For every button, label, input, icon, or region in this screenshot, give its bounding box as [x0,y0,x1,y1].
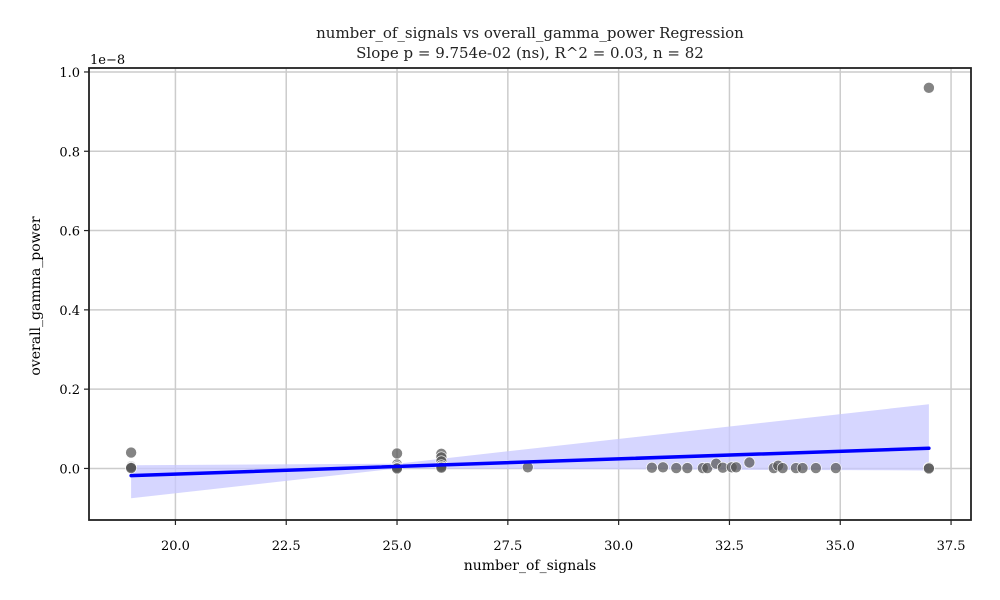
data-point [923,462,935,475]
data-point [391,447,403,460]
x-tick-label: 27.5 [493,539,522,554]
ticks: 20.0 22.5 25.0 27.5 30.0 32.5 35.0 37.5 0.0 0.2 0.… [59,66,965,554]
data-point [923,82,935,94]
x-axis-label: number_of_signals [464,558,597,574]
x-tick-label: 37.5 [937,539,966,554]
data-point [657,461,669,474]
points-layer [125,82,935,475]
confidence-band-layer [131,404,929,499]
y-offset-label: 1e−8 [90,53,125,68]
y-tick-label: 0.6 [59,225,80,240]
axes-frame [88,67,972,521]
x-tick-label: 20.0 [161,539,190,554]
data-point [830,462,842,474]
data-point [670,462,683,474]
regression-line-layer [129,446,931,478]
y-tick-label: 0.2 [59,383,80,398]
data-point [646,461,658,474]
y-tick-label: 0.0 [59,462,80,477]
data-point [743,456,756,469]
data-point [776,462,789,474]
confidence-band [131,404,929,499]
data-point [125,462,137,474]
data-point [796,462,809,474]
x-tick-label: 30.0 [604,539,633,554]
data-point [125,446,137,459]
data-point [730,461,742,474]
regression-line [129,446,931,478]
data-point [681,462,694,474]
y-axis-label: overall_gamma_power [28,216,44,375]
x-tick-label: 22.5 [272,539,301,554]
chart-title: number_of_signals vs overall_gamma_power… [316,24,744,42]
x-tick-label: 32.5 [715,539,744,554]
y-tick-label: 0.4 [59,304,80,319]
x-tick-label: 25.0 [383,539,412,554]
y-tick-label: 0.8 [59,145,80,160]
y-tick-label: 1.0 [59,66,80,81]
plot-frame [88,67,972,521]
data-point [810,462,822,474]
x-tick-label: 35.0 [826,539,855,554]
chart-subtitle: Slope p = 9.754e-02 (ns), R^2 = 0.03, n … [356,44,704,62]
